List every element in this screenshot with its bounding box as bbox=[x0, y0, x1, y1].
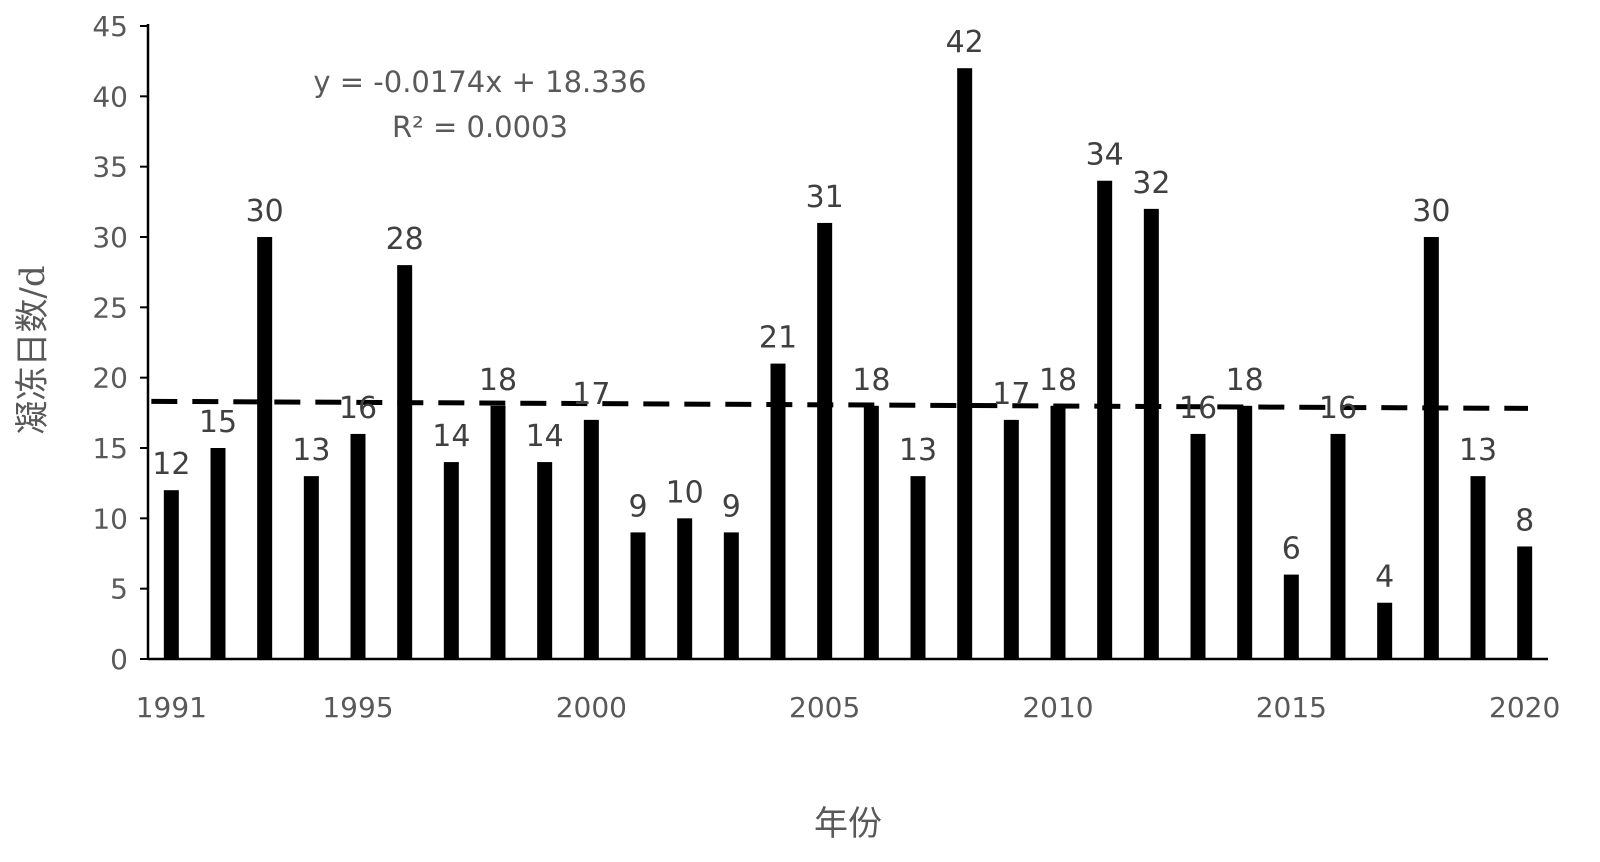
bar-2019 bbox=[1470, 476, 1486, 659]
data-label-1992: 15 bbox=[199, 405, 237, 440]
data-label-2015: 6 bbox=[1282, 532, 1301, 567]
y-tick-label-20: 20 bbox=[92, 362, 128, 395]
y-axis-title: 凝冻日数/d bbox=[13, 265, 53, 434]
trendline-group bbox=[151, 398, 1529, 411]
data-label-1996: 28 bbox=[386, 222, 424, 257]
x-tick-label-2000: 2000 bbox=[556, 691, 627, 724]
data-label-2013: 16 bbox=[1179, 391, 1217, 426]
y-tick-label-45: 45 bbox=[92, 10, 128, 43]
bar-2020 bbox=[1517, 546, 1533, 659]
axes-group bbox=[140, 24, 1548, 661]
y-tick-label-25: 25 bbox=[92, 291, 128, 324]
y-tick-label-5: 5 bbox=[110, 573, 128, 606]
y-tick-label-35: 35 bbox=[92, 151, 128, 184]
y-tick-label-10: 10 bbox=[92, 502, 128, 535]
data-label-1997: 14 bbox=[432, 419, 470, 454]
data-label-2012: 32 bbox=[1132, 166, 1170, 201]
bar-2005 bbox=[817, 222, 833, 659]
bar-2011 bbox=[1097, 180, 1113, 660]
bar-2004 bbox=[770, 363, 786, 659]
data-label-2014: 18 bbox=[1226, 363, 1264, 398]
data-label-1999: 14 bbox=[526, 419, 564, 454]
data-label-2019: 13 bbox=[1459, 433, 1497, 468]
x-tick-label-2015: 2015 bbox=[1256, 691, 1327, 724]
bar-1999 bbox=[537, 462, 553, 659]
bar-2001 bbox=[630, 532, 646, 659]
data-label-2000: 17 bbox=[572, 377, 610, 412]
bar-2002 bbox=[677, 518, 693, 659]
bar-2014 bbox=[1237, 405, 1253, 659]
bar-2017 bbox=[1377, 602, 1393, 659]
data-label-2020: 8 bbox=[1515, 503, 1534, 538]
y-tick-labels: 0 5 10 15 20 25 30 35 40 45 bbox=[92, 10, 128, 676]
bar-1998 bbox=[490, 405, 506, 659]
trendline-r-squared: R² = 0.0003 bbox=[392, 110, 568, 144]
data-label-2003: 9 bbox=[722, 489, 741, 524]
x-tick-label-2005: 2005 bbox=[789, 691, 860, 724]
data-label-2018: 30 bbox=[1412, 194, 1450, 229]
bar-2009 bbox=[1003, 419, 1019, 659]
x-tick-label-2010: 2010 bbox=[1022, 691, 1093, 724]
data-label-2004: 21 bbox=[759, 321, 797, 356]
data-label-2011: 34 bbox=[1086, 138, 1124, 173]
bar-2013 bbox=[1190, 433, 1206, 659]
y-tick-label-30: 30 bbox=[92, 221, 128, 254]
bar-2010 bbox=[1050, 405, 1066, 659]
data-label-2007: 13 bbox=[899, 433, 937, 468]
bar-1993 bbox=[257, 237, 273, 659]
x-tick-label-1991: 1991 bbox=[136, 691, 207, 724]
bar-1992 bbox=[210, 448, 226, 659]
bars-group bbox=[163, 68, 1533, 660]
bar-1994 bbox=[303, 476, 319, 659]
data-label-2009: 17 bbox=[992, 377, 1030, 412]
y-tick-label-15: 15 bbox=[92, 432, 128, 465]
bar-2006 bbox=[863, 405, 879, 659]
trendline bbox=[151, 398, 1529, 411]
x-tick-label-2020: 2020 bbox=[1489, 691, 1560, 724]
data-label-2005: 31 bbox=[806, 180, 844, 215]
data-label-1995: 16 bbox=[339, 391, 377, 426]
data-label-1994: 13 bbox=[292, 433, 330, 468]
bar-2007 bbox=[910, 476, 926, 659]
bar-2012 bbox=[1143, 208, 1159, 659]
x-tick-label-1995: 1995 bbox=[322, 691, 393, 724]
bar-2015 bbox=[1283, 574, 1299, 659]
bar-1995 bbox=[350, 433, 366, 659]
y-tick-label-0: 0 bbox=[110, 643, 128, 676]
x-tick-labels: 1991 1995 2000 2005 2010 2015 2020 bbox=[136, 691, 1561, 724]
data-label-2008: 42 bbox=[946, 25, 984, 60]
bar-2018 bbox=[1423, 237, 1439, 659]
data-label-2016: 16 bbox=[1319, 391, 1357, 426]
y-tick-label-40: 40 bbox=[92, 80, 128, 113]
bar-1991 bbox=[163, 490, 179, 659]
data-label-2001: 9 bbox=[628, 489, 647, 524]
data-label-2017: 4 bbox=[1375, 560, 1394, 595]
bar-2000 bbox=[583, 419, 599, 659]
trendline-equation: y = -0.0174x + 18.336 bbox=[313, 65, 646, 99]
bar-1997 bbox=[443, 462, 459, 659]
bar-1996 bbox=[397, 265, 413, 659]
x-axis-title: 年份 bbox=[814, 804, 882, 844]
bar-2008 bbox=[957, 68, 973, 659]
data-label-2010: 18 bbox=[1039, 363, 1077, 398]
bar-2003 bbox=[723, 532, 739, 659]
data-label-1991: 12 bbox=[152, 447, 190, 482]
data-label-1993: 30 bbox=[246, 194, 284, 229]
data-label-2002: 10 bbox=[666, 475, 704, 510]
data-label-1998: 18 bbox=[479, 363, 517, 398]
data-label-2006: 18 bbox=[852, 363, 890, 398]
bar-2016 bbox=[1330, 433, 1346, 659]
